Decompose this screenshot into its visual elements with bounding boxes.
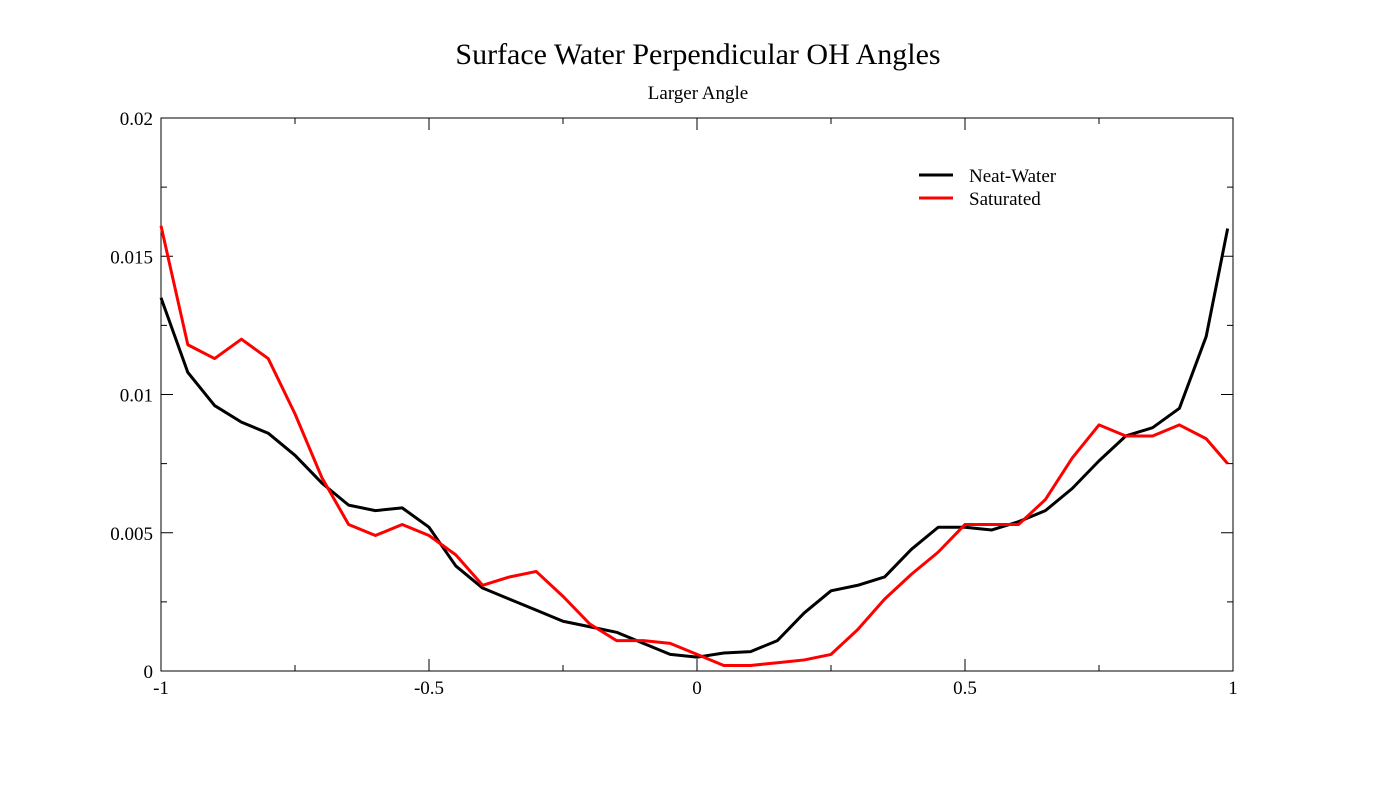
x-tick-label: 0 <box>692 678 702 699</box>
x-tick-label: -1 <box>153 678 169 699</box>
y-tick-label: 0.01 <box>120 386 153 407</box>
x-tick-label: -0.5 <box>414 678 444 699</box>
data-line <box>159 228 1230 659</box>
y-tick-label: 0.015 <box>110 247 153 268</box>
x-tick-label: 0.5 <box>953 678 977 699</box>
legend-label: Neat-Water <box>969 166 1057 187</box>
chart-title: Surface Water Perpendicular OH Angles <box>455 38 940 71</box>
data-line <box>159 225 1229 667</box>
x-tick-label: 1 <box>1228 678 1238 699</box>
y-tick-label: 0.005 <box>110 524 153 545</box>
legend-label: Saturated <box>969 189 1041 210</box>
chart-subtitle: Larger Angle <box>648 83 748 104</box>
y-tick-label: 0.02 <box>120 109 153 130</box>
y-tick-label: 0 <box>144 662 154 683</box>
